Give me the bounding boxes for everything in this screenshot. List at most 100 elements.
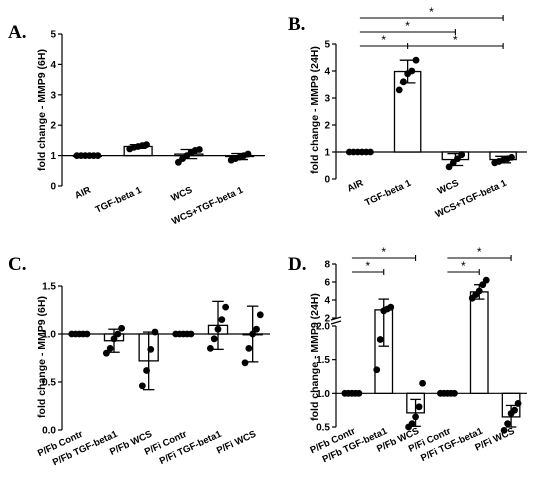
bar xyxy=(393,70,422,153)
data-point xyxy=(355,389,363,397)
data-point xyxy=(143,141,150,149)
data-point xyxy=(475,287,483,295)
data-point xyxy=(387,303,395,311)
category-label: TGF-beta 1 xyxy=(363,177,413,208)
data-point xyxy=(195,146,203,153)
data-point xyxy=(514,400,522,407)
panel-c: C. fold change - MMP9 (6H) 0.0 0.5 1.0 1.5 P/F… xyxy=(8,254,270,468)
y-tick-label: 8 xyxy=(324,260,330,271)
y-tick-label: 2 xyxy=(324,314,330,325)
y-tick-label: 2 xyxy=(324,121,330,132)
data-point xyxy=(187,330,195,338)
data-point xyxy=(214,325,222,333)
y-axis-label: fold change - MMP9 (24H) xyxy=(309,46,321,174)
y-tick-label: 5 xyxy=(324,40,330,51)
significance-star: * xyxy=(461,259,466,273)
data-point xyxy=(241,359,249,367)
data-point xyxy=(366,148,374,156)
y-tick-label: 0.5 xyxy=(42,378,56,389)
data-point xyxy=(245,345,253,352)
data-point xyxy=(415,403,423,411)
data-point xyxy=(412,56,420,64)
y-tick-label: 0.0 xyxy=(42,426,56,437)
data-point xyxy=(151,328,159,336)
data-point xyxy=(408,420,416,428)
panel-letter: B. xyxy=(288,14,305,35)
data-point xyxy=(458,151,466,159)
data-point xyxy=(222,303,230,311)
axis-break-mark xyxy=(330,320,342,325)
significance-star: * xyxy=(477,245,482,259)
y-axis-label: fold change - MMP9 (6H) xyxy=(36,49,48,171)
data-point xyxy=(143,367,150,374)
y-tick-label: 4 xyxy=(324,296,330,307)
y-tick-label: 6 xyxy=(324,278,330,289)
significance-star: * xyxy=(381,245,386,259)
data-point xyxy=(511,406,518,414)
y-tick-label: 1.5 xyxy=(316,355,330,366)
data-point xyxy=(118,324,126,332)
data-point xyxy=(454,155,461,163)
y-tick-label: 2.0 xyxy=(316,322,330,333)
data-point xyxy=(508,154,515,161)
data-point xyxy=(253,325,260,333)
data-point xyxy=(400,78,407,86)
panel-a: A. fold change - MMP9 (6H)0 1 2 3 4 5 AIR TGF-be… xyxy=(8,22,265,227)
data-point xyxy=(445,163,453,171)
y-tick-label: 3 xyxy=(324,94,330,105)
panel-d: D. fold change - MMP9 (24H) 0.5 1.0 1.5 2.02 4… xyxy=(288,245,527,465)
significance-star: * xyxy=(429,5,434,19)
category-label: AIR xyxy=(73,185,93,202)
panel-letter: D. xyxy=(288,254,306,275)
data-point xyxy=(83,330,91,338)
category-label: P/Fi WCS xyxy=(215,429,258,457)
y-tick-label: 5 xyxy=(50,30,56,41)
data-point xyxy=(94,152,102,160)
y-tick-label: 2 xyxy=(50,121,56,132)
y-tick-label: 0.5 xyxy=(316,423,330,434)
bar xyxy=(469,291,489,394)
y-tick-label: 0 xyxy=(50,182,56,193)
data-point xyxy=(500,426,508,434)
data-point xyxy=(102,349,110,357)
y-tick-label: 4 xyxy=(324,67,330,78)
data-point xyxy=(419,379,426,387)
data-point xyxy=(412,413,419,421)
y-tick-label: 1 xyxy=(324,148,330,159)
data-point xyxy=(244,150,252,158)
data-point xyxy=(449,159,457,167)
data-point xyxy=(210,335,218,343)
significance-star: * xyxy=(405,19,410,33)
y-tick-label: 0 xyxy=(324,175,330,186)
y-tick-label: 4 xyxy=(50,60,56,71)
significance-star: * xyxy=(453,33,458,47)
data-point xyxy=(147,345,155,353)
significance-star: * xyxy=(365,259,370,273)
data-point xyxy=(408,67,416,75)
data-point xyxy=(395,86,403,94)
data-point xyxy=(206,345,214,352)
panel-b: B. fold change - MMP9 (24H)0 1 2 3 4 5 AIRTGF-b… xyxy=(288,5,527,220)
data-point xyxy=(504,420,511,428)
data-point xyxy=(376,336,384,343)
data-point xyxy=(249,330,257,338)
category-label: TGF-beta 1 xyxy=(94,184,144,215)
data-point xyxy=(482,276,490,284)
y-tick-label: 1.5 xyxy=(42,282,56,293)
data-point xyxy=(218,316,226,323)
y-tick-label: 1.0 xyxy=(42,330,56,341)
category-label: WCS xyxy=(436,178,461,197)
panel-letter: C. xyxy=(8,254,26,275)
data-point xyxy=(114,330,122,338)
panel-letter: A. xyxy=(8,22,26,43)
significance-star: * xyxy=(381,33,386,47)
y-tick-label: 1.0 xyxy=(316,389,330,400)
data-point xyxy=(373,366,381,374)
data-point xyxy=(106,345,114,352)
y-axis-label: fold change - MMP9 (24H) xyxy=(309,293,321,421)
y-axis-label: fold change - MMP9 (6H) xyxy=(36,296,48,418)
data-point xyxy=(138,382,146,390)
data-point xyxy=(256,311,264,319)
category-label: AIR xyxy=(346,178,366,195)
